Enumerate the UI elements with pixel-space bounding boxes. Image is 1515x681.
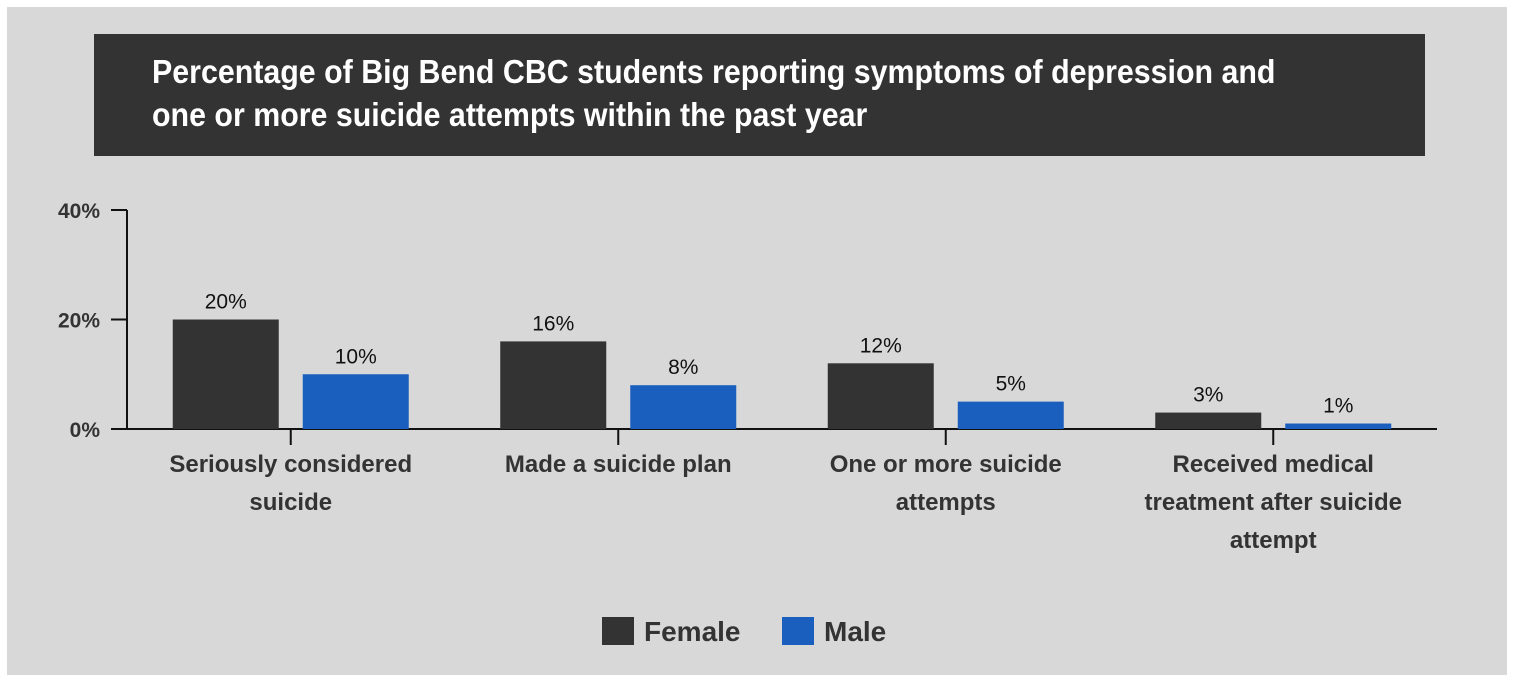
bars [173, 320, 1392, 430]
x-tick-label: Received medical treatment after suicide a… [1145, 451, 1402, 554]
bar-female [500, 341, 606, 429]
bar-female [1155, 413, 1261, 429]
data-label: 12% [860, 334, 902, 357]
data-label: 3% [1193, 384, 1223, 407]
data-label: 1% [1323, 395, 1353, 418]
legend-swatch [782, 617, 814, 645]
bar-female [828, 363, 934, 429]
data-label: 8% [668, 356, 698, 379]
data-label: 16% [532, 312, 574, 335]
bar-male [1285, 424, 1391, 429]
bar-male [958, 402, 1064, 429]
y-tick-label: 20% [58, 310, 100, 333]
x-tick-label: Seriously considered suicide [169, 451, 412, 516]
legend-label: Male [824, 616, 886, 647]
x-tick-label: One or more suicide attempts [830, 451, 1062, 516]
legend: Female Male [602, 616, 886, 647]
legend-swatch [602, 617, 634, 645]
x-tick-label: Made a suicide plan [505, 451, 732, 478]
data-label: 5% [996, 373, 1026, 396]
bar-male [303, 374, 409, 429]
y-tick-label: 0% [70, 419, 101, 442]
bar-female [173, 320, 279, 430]
data-label: 10% [335, 345, 377, 368]
data-label: 20% [205, 291, 247, 314]
y-tick-label: 40% [58, 200, 100, 223]
legend-label: Female [644, 616, 741, 647]
bar-male [630, 385, 736, 429]
